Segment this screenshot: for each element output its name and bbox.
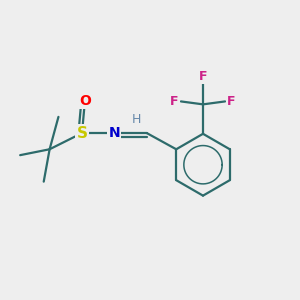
Text: N: N <box>109 126 120 140</box>
Text: S: S <box>76 126 88 141</box>
Text: F: F <box>170 95 179 108</box>
Text: F: F <box>199 70 207 83</box>
Text: O: O <box>79 94 91 108</box>
Text: H: H <box>132 113 141 126</box>
Text: F: F <box>227 95 236 108</box>
